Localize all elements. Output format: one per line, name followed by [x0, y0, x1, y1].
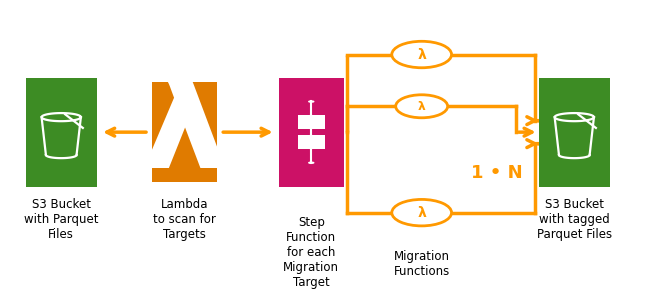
Circle shape	[392, 41, 451, 68]
Text: Step
Function
for each
Migration
Target: Step Function for each Migration Target	[283, 216, 339, 289]
FancyBboxPatch shape	[26, 77, 97, 187]
Text: S3 Bucket
with tagged
Parquet Files: S3 Bucket with tagged Parquet Files	[536, 198, 612, 241]
FancyBboxPatch shape	[297, 115, 325, 129]
Text: λ: λ	[417, 48, 426, 62]
Text: Migration
Functions: Migration Functions	[394, 250, 450, 278]
Text: S3 Bucket
with Parquet
Files: S3 Bucket with Parquet Files	[24, 198, 98, 241]
Polygon shape	[309, 101, 314, 102]
Text: λ: λ	[417, 206, 426, 220]
Text: λ: λ	[140, 61, 229, 197]
Text: 1 • N: 1 • N	[470, 164, 522, 182]
FancyBboxPatch shape	[297, 135, 325, 149]
FancyBboxPatch shape	[152, 82, 217, 182]
FancyBboxPatch shape	[279, 77, 344, 187]
FancyBboxPatch shape	[538, 77, 610, 187]
Text: λ: λ	[418, 100, 426, 113]
Circle shape	[396, 95, 447, 118]
Polygon shape	[309, 162, 314, 163]
Text: Lambda
to scan for
Targets: Lambda to scan for Targets	[153, 198, 216, 241]
Circle shape	[392, 199, 451, 226]
